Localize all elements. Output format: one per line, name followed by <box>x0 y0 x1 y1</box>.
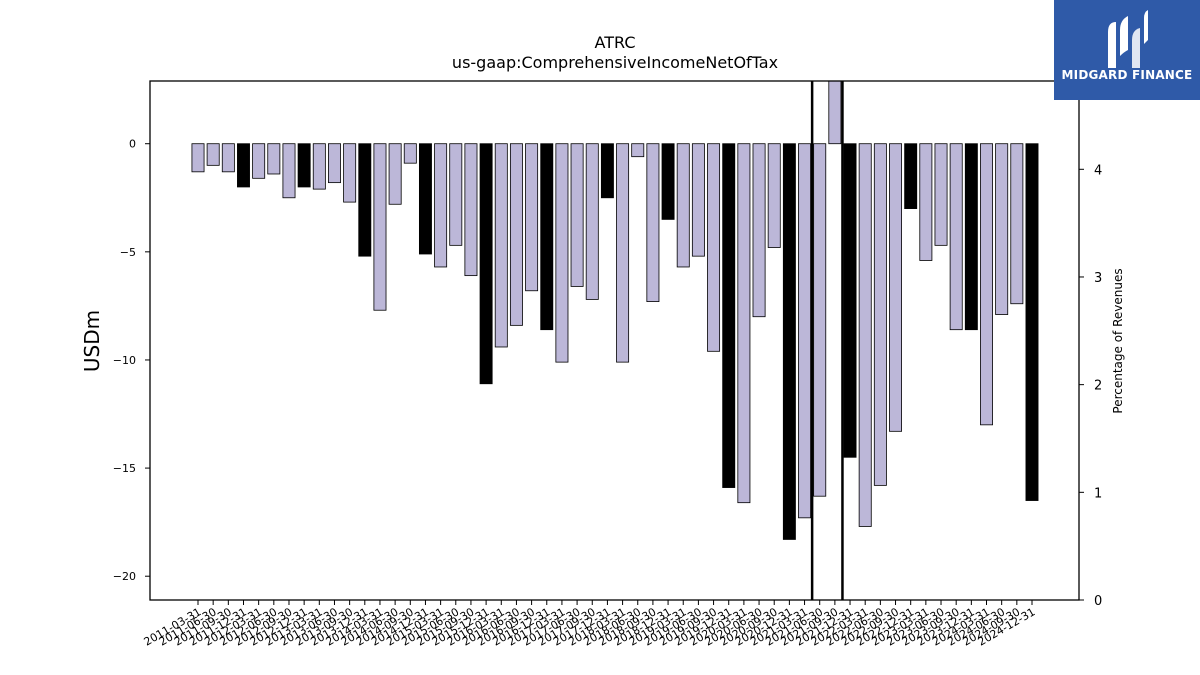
bar-2022-09-30 <box>889 143 902 432</box>
bar-2017-12-31 <box>600 143 614 199</box>
bar-2016-12-31 <box>540 143 554 331</box>
bar-2015-03-31 <box>434 143 448 268</box>
bar-2021-09-30 <box>828 80 842 145</box>
bar-2013-06-30 <box>328 143 341 184</box>
bar-2016-09-30 <box>525 143 539 292</box>
bar-2018-03-31 <box>616 143 630 363</box>
bar-2014-03-31 <box>373 143 387 311</box>
y2-tick-label: 3 <box>1094 271 1102 286</box>
y-tick-label: −20 <box>113 570 136 583</box>
plot-frame <box>149 80 1080 601</box>
y-tick-label: −10 <box>113 354 136 367</box>
y-axis-ticks: 0 −5 −10 −15 −20 <box>113 138 150 583</box>
bar-2019-09-30 <box>707 143 721 352</box>
bar-2023-12-31 <box>964 143 978 331</box>
bar-2012-12-31 <box>297 143 311 188</box>
bar-2013-09-30 <box>343 143 357 203</box>
x-axis-ticks: 2011-03-312011-06-302011-09-302011-12-31… <box>142 600 1038 649</box>
bar-2020-03-31 <box>737 143 751 504</box>
bar-2017-03-31 <box>555 143 569 363</box>
chart-subtitle: us-gaap:ComprehensiveIncomeNetOfTax <box>452 53 778 72</box>
bar-2011-03-31 <box>191 143 205 173</box>
bar-2017-09-30 <box>585 143 599 300</box>
bar-2020-09-30 <box>767 143 781 248</box>
bar-2021-03-31 <box>798 143 812 519</box>
bar-2020-12-31 <box>782 143 796 540</box>
y-tick-label: 0 <box>129 138 136 151</box>
bar-2011-12-31 <box>237 143 250 188</box>
bar-2017-06-30 <box>570 143 584 287</box>
bars-layer <box>191 80 1039 540</box>
bar-2012-03-31 <box>252 143 266 179</box>
chart-title: ATRC <box>595 33 636 52</box>
bar-2013-03-31 <box>312 143 326 190</box>
bar-2021-12-31 <box>843 143 857 458</box>
bar-2019-06-30 <box>691 143 705 257</box>
bar-2012-06-30 <box>267 143 281 175</box>
bar-2022-06-30 <box>873 143 887 486</box>
logo-text: MIDGARD FINANCE <box>1061 68 1193 82</box>
bar-2018-09-30 <box>646 143 660 302</box>
bar-2015-09-30 <box>464 143 478 277</box>
bar-2022-12-31 <box>904 143 918 209</box>
bar-2018-12-31 <box>661 143 675 220</box>
bar-2020-06-30 <box>752 143 766 318</box>
bar-2022-03-31 <box>858 143 872 527</box>
bar-2021-06-30 <box>813 143 827 497</box>
bar-2014-09-30 <box>403 143 417 164</box>
y2-axis-label: Percentage of Revenues <box>1111 268 1125 413</box>
bar-2011-06-30 <box>206 143 220 166</box>
bar-2024-12-31 <box>1025 143 1039 501</box>
midgard-logo-mark-icon <box>1108 10 1148 68</box>
bar-2023-06-30 <box>934 143 948 246</box>
bar-2023-03-31 <box>919 143 933 261</box>
bar-2023-09-30 <box>949 143 963 331</box>
y2-tick-label: 2 <box>1094 379 1102 394</box>
bar-2016-06-30 <box>509 143 523 326</box>
bar-2015-06-30 <box>449 143 463 246</box>
bar-2024-06-30 <box>995 143 1009 315</box>
bar-2024-09-30 <box>1010 143 1024 305</box>
y2-tick-label: 4 <box>1094 163 1102 178</box>
bar-2015-12-31 <box>479 143 493 385</box>
bar-2019-12-31 <box>722 143 736 488</box>
midgard-finance-logo: MIDGARD FINANCE <box>1054 0 1200 100</box>
y2-tick-label: 0 <box>1094 594 1102 609</box>
bar-2011-09-30 <box>221 143 235 173</box>
y-tick-label: −5 <box>120 246 136 259</box>
bar-2014-06-30 <box>388 143 402 205</box>
y2-tick-label: 1 <box>1094 486 1102 501</box>
y2-axis-ticks: 0 1 2 3 4 <box>1079 163 1102 609</box>
y-axis-label: USDm <box>80 310 104 372</box>
y-tick-label: −15 <box>113 462 136 475</box>
vertical-markers <box>810 81 844 600</box>
bar-2016-03-31 <box>494 143 508 348</box>
bar-2013-12-31 <box>358 143 372 257</box>
bar-2018-06-30 <box>631 143 645 158</box>
bar-2012-09-30 <box>282 143 296 199</box>
bar-2024-03-31 <box>980 143 993 426</box>
bar-2019-03-31 <box>676 143 690 268</box>
bar-2014-12-31 <box>418 143 432 255</box>
